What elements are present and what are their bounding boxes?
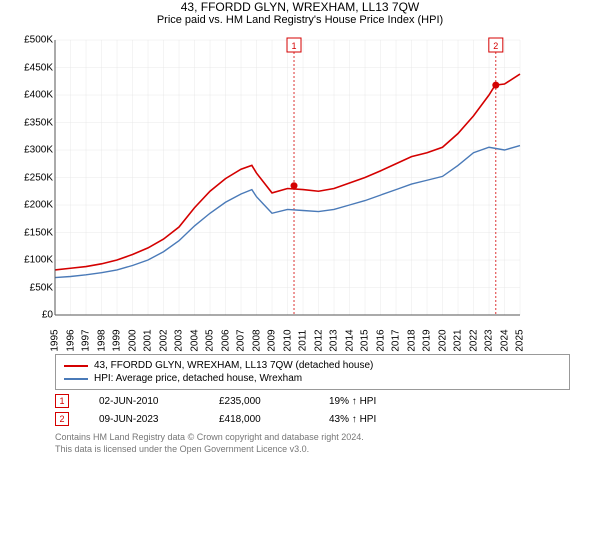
y-tick-label: £450K: [24, 62, 53, 73]
sale-row: 2 09-JUN-2023 £418,000 43% ↑ HPI: [0, 410, 600, 428]
x-tick-label: 2025: [515, 329, 526, 351]
x-tick-label: 2012: [313, 329, 324, 351]
y-tick-label: £100K: [24, 255, 53, 266]
x-tick-label: 2003: [174, 329, 185, 351]
y-tick-label: £0: [42, 310, 53, 321]
sale-row: 1 02-JUN-2010 £235,000 19% ↑ HPI: [0, 392, 600, 410]
x-tick-label: 2018: [406, 329, 417, 351]
footer-line: Contains HM Land Registry data © Crown c…: [55, 432, 570, 444]
x-tick-label: 2000: [127, 329, 138, 351]
x-tick-label: 2017: [391, 329, 402, 351]
chart: 12£0£50K£100K£150K£200K£250K£300K£350K£4…: [0, 30, 530, 350]
x-tick-label: 2011: [298, 330, 309, 352]
x-tick-label: 2009: [267, 329, 278, 351]
footer-note: Contains HM Land Registry data © Crown c…: [0, 428, 600, 455]
x-tick-label: 2002: [158, 329, 169, 351]
x-tick-label: 2013: [329, 329, 340, 351]
x-tick-label: 2008: [251, 329, 262, 351]
x-tick-label: 2010: [282, 329, 293, 351]
x-tick-label: 2014: [344, 329, 355, 351]
x-tick-label: 2004: [189, 329, 200, 351]
sale-price: £418,000: [219, 414, 299, 425]
x-tick-label: 1996: [65, 329, 76, 351]
legend-swatch: [64, 365, 88, 367]
x-tick-label: 2001: [143, 329, 154, 351]
sale-delta: 19% ↑ HPI: [329, 396, 376, 407]
y-tick-label: £500K: [24, 35, 53, 46]
x-tick-label: 2016: [375, 329, 386, 351]
sale-marker: 1: [55, 394, 69, 408]
footer-line: This data is licensed under the Open Gov…: [55, 444, 570, 456]
y-tick-label: £350K: [24, 117, 53, 128]
legend-label: 43, FFORDD GLYN, WREXHAM, LL13 7QW (deta…: [94, 360, 373, 371]
page-subtitle: Price paid vs. HM Land Registry's House …: [0, 14, 600, 26]
sale-marker: 2: [55, 412, 69, 426]
x-tick-label: 1999: [112, 329, 123, 351]
chart-svg: 12: [0, 30, 530, 350]
x-tick-label: 1997: [81, 329, 92, 351]
legend-row: 43, FFORDD GLYN, WREXHAM, LL13 7QW (deta…: [64, 359, 561, 372]
x-tick-label: 2006: [220, 329, 231, 351]
x-tick-label: 2021: [453, 329, 464, 351]
x-tick-label: 2019: [422, 329, 433, 351]
legend-swatch: [64, 378, 88, 380]
x-tick-label: 2023: [484, 329, 495, 351]
x-tick-label: 2015: [360, 329, 371, 351]
sale-date: 02-JUN-2010: [99, 396, 189, 407]
x-tick-label: 2024: [499, 329, 510, 351]
legend-row: HPI: Average price, detached house, Wrex…: [64, 372, 561, 385]
legend-label: HPI: Average price, detached house, Wrex…: [94, 373, 302, 384]
sale-date: 09-JUN-2023: [99, 414, 189, 425]
sale-delta: 43% ↑ HPI: [329, 414, 376, 425]
legend: 43, FFORDD GLYN, WREXHAM, LL13 7QW (deta…: [55, 354, 570, 390]
y-tick-label: £400K: [24, 90, 53, 101]
x-tick-label: 1995: [50, 329, 61, 351]
sale-price: £235,000: [219, 396, 299, 407]
y-tick-label: £300K: [24, 145, 53, 156]
x-tick-label: 2022: [468, 329, 479, 351]
x-tick-label: 1998: [96, 329, 107, 351]
y-tick-label: £50K: [30, 282, 53, 293]
x-tick-label: 2005: [205, 329, 216, 351]
y-tick-label: £200K: [24, 200, 53, 211]
svg-text:1: 1: [292, 41, 297, 51]
page-title: 43, FFORDD GLYN, WREXHAM, LL13 7QW: [0, 0, 600, 14]
x-tick-label: 2007: [236, 329, 247, 351]
x-tick-label: 2020: [437, 329, 448, 351]
svg-text:2: 2: [493, 41, 498, 51]
y-tick-label: £150K: [24, 227, 53, 238]
y-tick-label: £250K: [24, 172, 53, 183]
